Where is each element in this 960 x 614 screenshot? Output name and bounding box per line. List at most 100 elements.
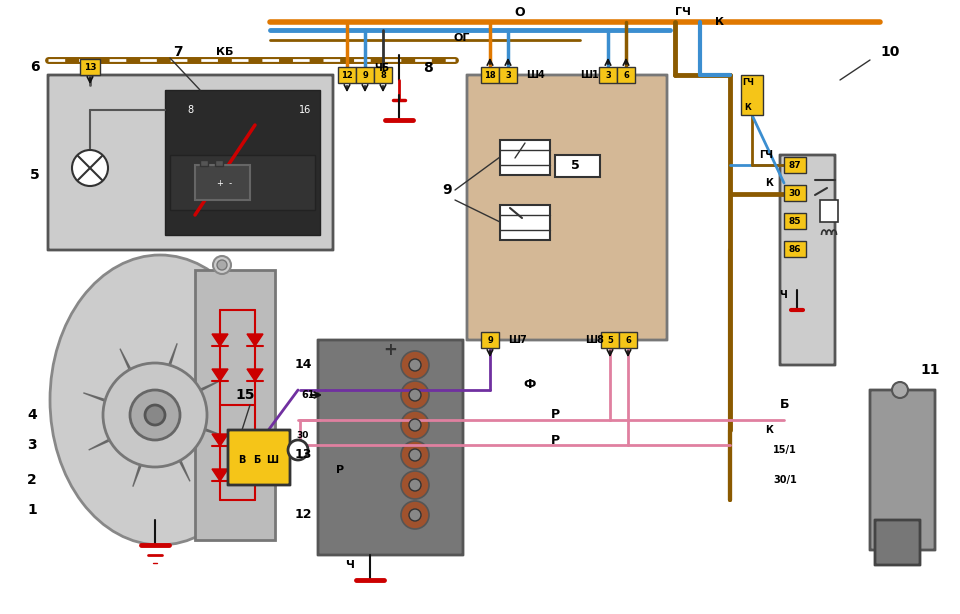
Polygon shape xyxy=(247,334,263,346)
Text: 30: 30 xyxy=(297,430,309,440)
Text: 30/1: 30/1 xyxy=(773,475,797,485)
Text: К: К xyxy=(765,178,773,188)
Text: Б: Б xyxy=(780,398,790,411)
Ellipse shape xyxy=(50,255,270,545)
Bar xyxy=(784,213,806,229)
Text: 30: 30 xyxy=(789,188,802,198)
FancyBboxPatch shape xyxy=(870,390,935,550)
FancyBboxPatch shape xyxy=(228,430,290,485)
Text: КБ: КБ xyxy=(216,47,233,57)
Bar xyxy=(170,155,315,210)
FancyBboxPatch shape xyxy=(780,155,835,365)
Polygon shape xyxy=(247,469,263,481)
Text: 14: 14 xyxy=(295,359,312,371)
Bar xyxy=(481,67,499,83)
Text: 4: 4 xyxy=(27,408,36,422)
Text: 6: 6 xyxy=(30,60,39,74)
Text: 18: 18 xyxy=(484,71,495,79)
Text: 5: 5 xyxy=(607,335,612,344)
Text: Ч: Ч xyxy=(346,560,354,570)
Bar xyxy=(617,67,635,83)
Text: О: О xyxy=(515,6,525,18)
Bar xyxy=(601,332,619,348)
Text: Р: Р xyxy=(550,433,560,446)
Text: К: К xyxy=(715,17,725,27)
Text: 12: 12 xyxy=(295,508,312,521)
Polygon shape xyxy=(247,369,263,381)
Text: 7: 7 xyxy=(173,45,182,59)
Text: Ш8: Ш8 xyxy=(585,335,604,345)
Bar xyxy=(619,332,637,348)
Text: ОГ: ОГ xyxy=(453,33,469,43)
Text: В: В xyxy=(238,455,246,465)
Polygon shape xyxy=(212,469,228,481)
Text: 9: 9 xyxy=(362,71,368,79)
Text: 16: 16 xyxy=(299,105,311,115)
Bar xyxy=(599,67,617,83)
Circle shape xyxy=(130,390,180,440)
Text: 3: 3 xyxy=(505,71,511,79)
Text: 2: 2 xyxy=(27,473,36,487)
FancyBboxPatch shape xyxy=(48,75,333,250)
Circle shape xyxy=(401,411,429,439)
Bar xyxy=(555,155,600,177)
Bar xyxy=(374,67,392,83)
Bar xyxy=(741,75,763,115)
Text: К: К xyxy=(765,425,773,435)
Bar xyxy=(80,59,100,75)
Bar xyxy=(195,270,275,540)
Text: 9: 9 xyxy=(487,335,492,344)
Text: 15: 15 xyxy=(235,388,254,402)
Polygon shape xyxy=(155,415,227,437)
Circle shape xyxy=(401,381,429,409)
Bar xyxy=(500,140,550,175)
Circle shape xyxy=(409,359,421,371)
Bar xyxy=(784,157,806,173)
Text: 13: 13 xyxy=(84,63,96,71)
Polygon shape xyxy=(132,415,155,487)
Bar xyxy=(481,332,499,348)
Text: 8: 8 xyxy=(423,61,433,75)
Bar xyxy=(195,165,250,200)
Circle shape xyxy=(409,509,421,521)
Bar xyxy=(820,200,838,222)
Text: Р: Р xyxy=(550,408,560,421)
Text: Б: Б xyxy=(253,455,261,465)
Text: Ш4: Ш4 xyxy=(526,70,544,80)
Polygon shape xyxy=(120,349,155,415)
Text: Ш: Ш xyxy=(266,455,278,465)
Polygon shape xyxy=(247,434,263,446)
Circle shape xyxy=(288,440,308,460)
Polygon shape xyxy=(155,343,178,415)
Text: ГЧ: ГЧ xyxy=(742,77,754,87)
Polygon shape xyxy=(212,334,228,346)
Text: ГЧ: ГЧ xyxy=(675,7,691,17)
Text: 9: 9 xyxy=(443,183,452,197)
Circle shape xyxy=(409,449,421,461)
Circle shape xyxy=(401,441,429,469)
Text: 15/1: 15/1 xyxy=(773,445,797,455)
Text: К: К xyxy=(745,103,752,112)
Text: 85: 85 xyxy=(789,217,802,225)
Text: +  -: + - xyxy=(217,179,232,187)
Bar xyxy=(215,160,223,166)
Text: Ш1: Ш1 xyxy=(580,70,599,80)
Bar xyxy=(356,67,374,83)
Bar xyxy=(338,67,356,83)
Text: 87: 87 xyxy=(789,160,802,169)
Circle shape xyxy=(401,501,429,529)
Text: 5: 5 xyxy=(570,158,580,171)
Polygon shape xyxy=(88,415,155,450)
Bar xyxy=(499,67,517,83)
Circle shape xyxy=(72,150,108,186)
Text: 3: 3 xyxy=(27,438,36,452)
Text: ГЧ: ГЧ xyxy=(759,150,773,160)
Text: 61: 61 xyxy=(301,390,315,400)
Text: 3: 3 xyxy=(605,71,611,79)
Text: 13: 13 xyxy=(295,448,312,462)
Text: 5: 5 xyxy=(30,168,40,182)
FancyBboxPatch shape xyxy=(875,520,920,565)
Text: +: + xyxy=(383,341,396,359)
Bar xyxy=(500,205,550,240)
Text: Ш7: Ш7 xyxy=(508,335,527,345)
